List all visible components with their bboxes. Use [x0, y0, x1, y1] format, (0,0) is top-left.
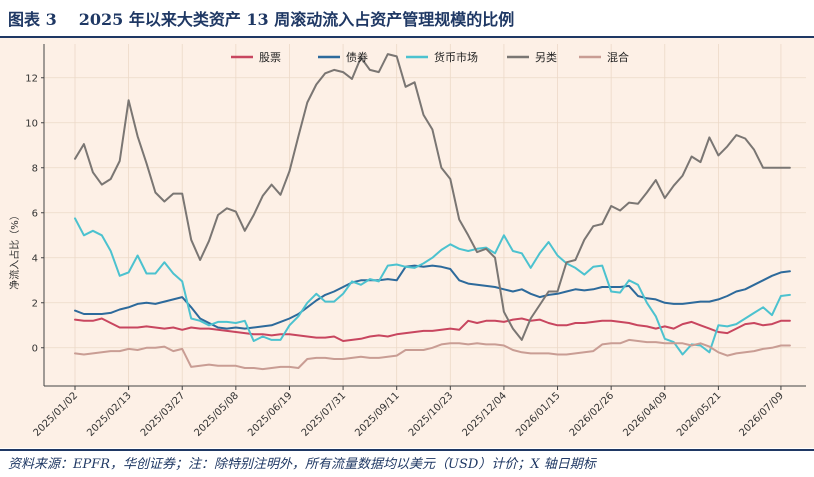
figure-label: 图表 3 [8, 10, 57, 29]
y-tick-label: 8 [32, 163, 38, 174]
y-tick-label: 2 [32, 298, 38, 309]
y-tick-label: 12 [25, 73, 38, 84]
y-tick-label: 6 [32, 208, 38, 219]
title-rule [0, 36, 814, 38]
legend-label: 货币市场 [434, 50, 478, 64]
y-tick-label: 0 [32, 343, 38, 354]
series-line-混合 [74, 338, 791, 371]
figure-title: 图表 3 2025 年以来大类资产 13 周滚动流入占资产管理规模的比例 [0, 0, 814, 36]
legend-label: 另类 [535, 50, 557, 64]
figure-title-text: 2025 年以来大类资产 13 周滚动流入占资产管理规模的比例 [78, 10, 515, 29]
y-tick-label: 10 [25, 118, 38, 129]
series-line-货币市场 [74, 217, 791, 356]
y-axis-label: 净流入占比（%） [8, 210, 21, 290]
legend-label: 股票 [259, 51, 281, 64]
source-rule [0, 449, 814, 451]
y-tick-label: 4 [32, 253, 38, 264]
series-line-股票 [74, 317, 791, 342]
legend-label: 混合 [607, 50, 629, 64]
chart-background [0, 38, 814, 448]
chart: 0 2 4 6 8 10 12 2025/01/02 2025/02/13 2025/03/27… [0, 38, 814, 448]
series-line-另类 [74, 53, 791, 341]
source-note: 资料来源：EPFR，华创证券；注：除特别注明外，所有流量数据均以美元（USD）计… [8, 457, 596, 472]
series-line-债券 [74, 264, 791, 330]
legend-label: 债券 [346, 50, 368, 64]
